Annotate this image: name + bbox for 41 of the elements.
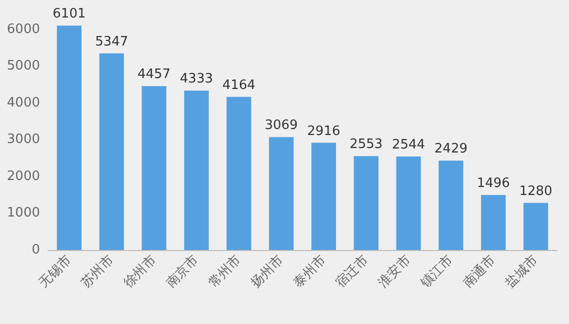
x-tick-label: 南京市	[164, 252, 202, 291]
data-label: 3069	[264, 118, 298, 134]
bar	[523, 202, 548, 250]
data-label: 4333	[180, 72, 214, 87]
x-tick-label: 扬州市	[248, 252, 287, 291]
data-label: 2429	[434, 142, 468, 157]
bar	[481, 194, 506, 250]
y-tick-label: 2000	[6, 168, 40, 184]
data-label: 4164	[222, 78, 256, 93]
bar	[438, 160, 464, 250]
data-label: 4457	[137, 67, 171, 82]
data-label: 2916	[307, 124, 340, 139]
bar	[56, 26, 82, 250]
x-tick-label: 镇江市	[417, 252, 456, 292]
bar	[226, 96, 252, 250]
x-tick-label: 宿迁市	[332, 252, 372, 291]
bar	[396, 156, 421, 250]
x-tick-label: 苏州市	[78, 252, 117, 291]
data-label: 2544	[392, 137, 426, 152]
y-tick-label: 3000	[6, 132, 40, 148]
x-tick-label: 徐州市	[121, 252, 160, 291]
x-tick-label: 南通市	[460, 252, 499, 291]
y-tick-label: 4000	[6, 95, 40, 110]
bar	[142, 86, 166, 250]
bar	[99, 53, 124, 250]
data-label: 1280	[519, 184, 552, 199]
x-tick-label: 盐城市	[502, 252, 542, 291]
data-label: 1496	[476, 176, 510, 191]
y-tick-label: 6000	[6, 22, 40, 37]
bar	[311, 142, 336, 250]
x-tick-label: 泰州市	[290, 252, 330, 291]
data-label: 5347	[95, 34, 128, 50]
bar	[184, 90, 209, 250]
x-tick-label: 淮安市	[374, 252, 414, 291]
bar	[268, 137, 294, 250]
y-tick-label: 5000	[6, 58, 40, 74]
data-label: 2553	[350, 137, 383, 152]
x-tick-label: 常州市	[206, 252, 244, 291]
data-label: 6101	[52, 6, 86, 22]
bar	[354, 156, 378, 250]
y-tick-label: 1000	[6, 206, 40, 221]
